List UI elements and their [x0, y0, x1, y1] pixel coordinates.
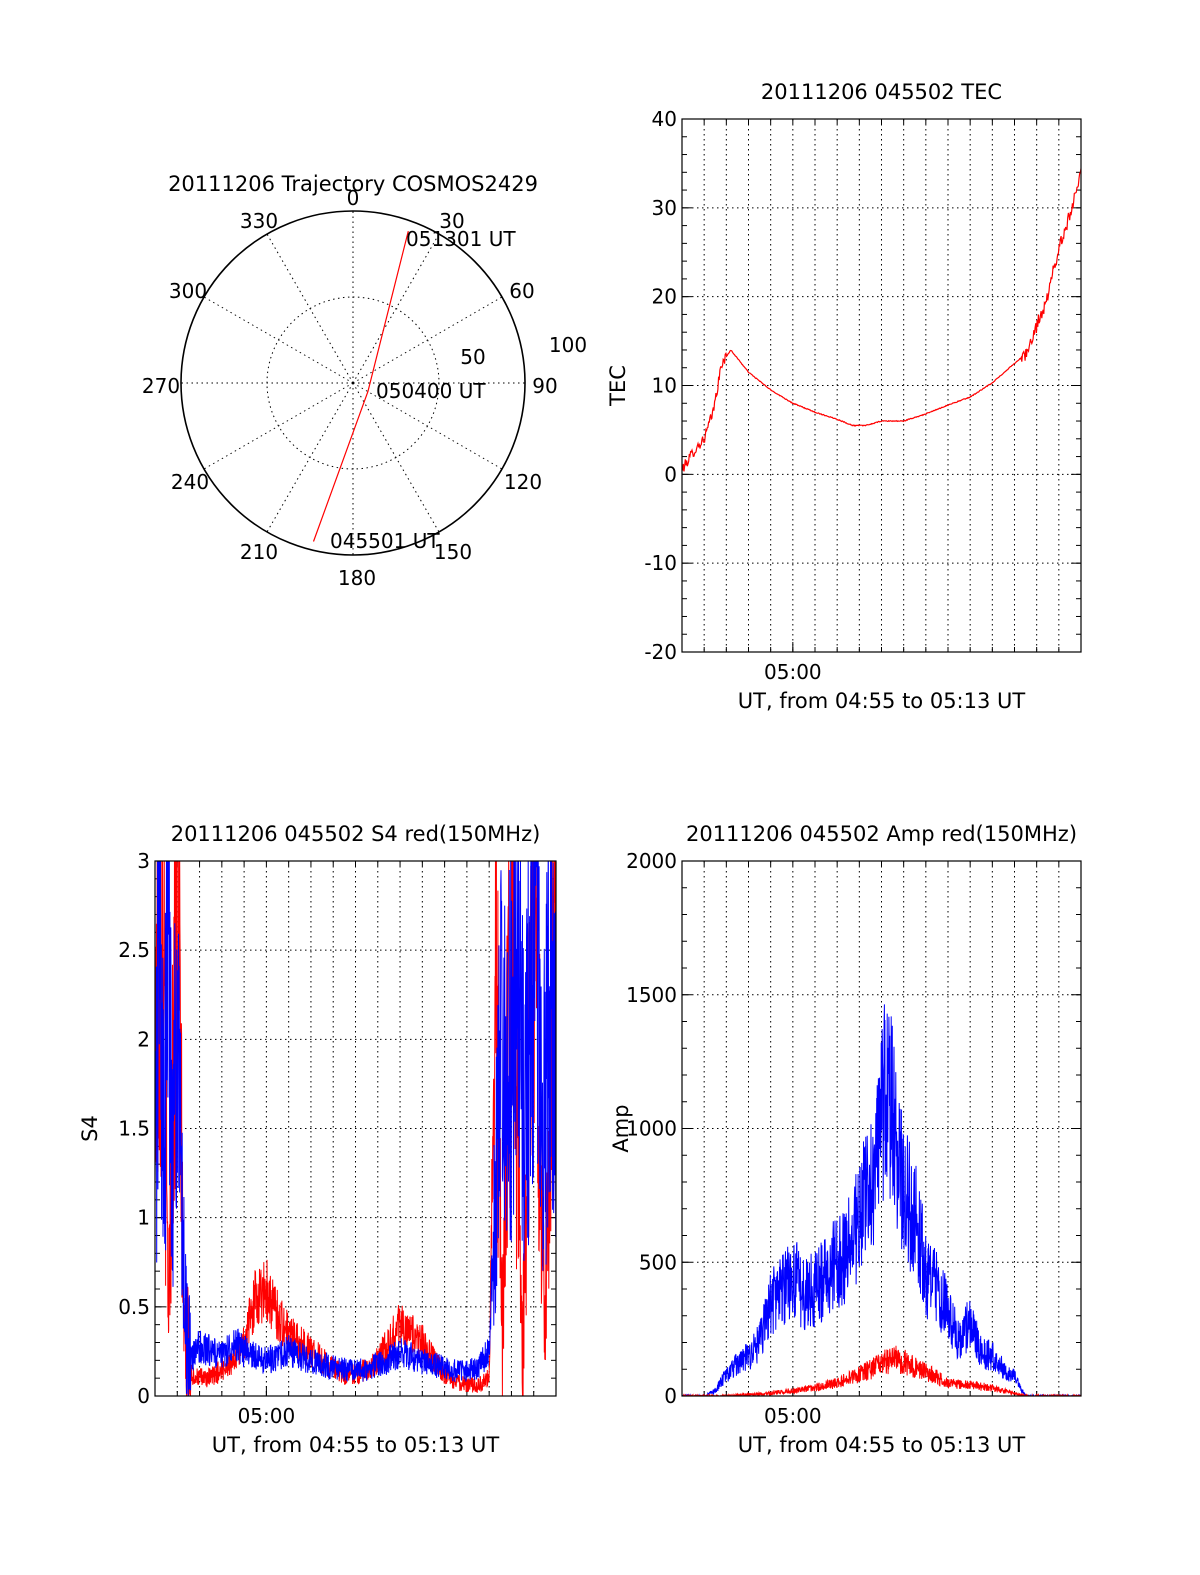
y-tick-label: 0.5: [118, 1295, 150, 1319]
y-tick-label: 0: [137, 1384, 150, 1408]
angular-grid-spoke: [352, 382, 440, 533]
angle-label: 210: [240, 540, 278, 564]
y-tick-label: 20: [652, 285, 677, 309]
y-axis-label: S4: [78, 1115, 102, 1142]
y-tick-label: 3: [137, 849, 150, 873]
y-axis-label: TEC: [606, 365, 630, 407]
y-tick-label: -10: [644, 551, 677, 575]
plot-area: [682, 1004, 1081, 1396]
x-axis-label: UT, from 04:55 to 05:13 UT: [738, 1433, 1026, 1457]
x-tick-label: 05:00: [238, 1404, 296, 1428]
time-annotation: 051301 UT: [406, 227, 516, 251]
plot-frame: [681, 860, 1082, 1397]
series-line-1: [155, 861, 556, 1396]
chart-title: 20111206 045502 Amp red(150MHz): [686, 822, 1077, 846]
y-tick-label: 500: [639, 1250, 677, 1274]
x-tick-label: 05:00: [764, 660, 822, 684]
plot-area: [682, 168, 1081, 472]
angle-label: 180: [338, 566, 376, 590]
s4-panel: 20111206 045502 S4 red(150MHz) 0 0.5 1 1.5 2 2…: [78, 822, 557, 1457]
y-tick-label: 30: [652, 196, 677, 220]
trajectory-line: [312, 230, 409, 542]
series-line-1: [682, 1345, 1081, 1396]
y-tick-label: 2.5: [118, 938, 150, 962]
angle-label: 330: [240, 209, 278, 233]
polar-frame: [180, 210, 526, 556]
angle-label: 240: [171, 470, 209, 494]
angle-label: 270: [142, 374, 180, 398]
plot-frame: [681, 118, 1082, 653]
y-tick-label: 0: [664, 1384, 677, 1408]
angular-grid-spoke: [352, 296, 503, 384]
angle-label: 150: [434, 540, 472, 564]
amp-panel: 20111206 045502 Amp red(150MHz) 0 500 1000 1…: [609, 822, 1082, 1457]
plot-frame: [154, 860, 557, 1397]
radial-label: 100: [549, 333, 587, 357]
y-tick-label: 1500: [626, 983, 677, 1007]
y-tick-label: 10: [652, 374, 677, 398]
chart-title: 20111206 045502 TEC: [761, 80, 1002, 104]
angle-label: 300: [169, 279, 207, 303]
time-annotation: 045501 UT: [330, 529, 440, 553]
angle-label: 0: [347, 186, 360, 210]
x-axis-label: UT, from 04:55 to 05:13 UT: [212, 1433, 500, 1457]
angle-label: 30: [439, 209, 464, 233]
tec-panel: 20111206 045502 TEC -20 -10 0 10 20 30 40 05:00 U…: [606, 80, 1082, 713]
plot-area: [155, 861, 556, 1396]
angular-grid-spoke: [352, 233, 440, 384]
y-tick-label: 1000: [626, 1117, 677, 1141]
time-annotation: 050400 UT: [376, 379, 486, 403]
radial-label: 50: [460, 345, 485, 369]
angular-grid-spoke: [352, 382, 503, 470]
angle-label: 120: [504, 470, 542, 494]
chart-title: 20111206 Trajectory COSMOS2429: [168, 172, 538, 196]
angular-grid-spoke: [203, 296, 354, 384]
x-axis-label: UT, from 04:55 to 05:13 UT: [738, 689, 1026, 713]
y-tick-label: 40: [652, 107, 677, 131]
angle-label: 60: [509, 279, 534, 303]
y-tick-label: 2000: [626, 849, 677, 873]
chart-title: 20111206 045502 S4 red(150MHz): [171, 822, 541, 846]
y-tick-label: 1.5: [118, 1117, 150, 1141]
y-tick-label: 2: [137, 1027, 150, 1051]
angular-grid-spoke: [266, 382, 354, 533]
series-line-0: [682, 1004, 1081, 1396]
angular-grid-spoke: [266, 233, 354, 384]
y-tick-label: 1: [137, 1206, 150, 1230]
x-tick-label: 05:00: [764, 1404, 822, 1428]
y-axis-label: Amp: [609, 1104, 633, 1152]
series-line-0: [682, 168, 1081, 472]
y-tick-label: -20: [644, 640, 677, 664]
y-tick-label: 0: [664, 462, 677, 486]
angle-label: 90: [532, 374, 557, 398]
angular-grid-spoke: [203, 382, 354, 470]
